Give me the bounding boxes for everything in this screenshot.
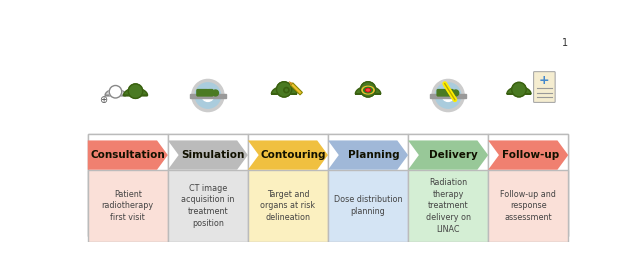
Bar bbox=[328, 170, 408, 242]
FancyBboxPatch shape bbox=[534, 72, 555, 103]
Circle shape bbox=[212, 90, 218, 96]
Bar bbox=[88, 170, 168, 242]
Bar bbox=[430, 94, 466, 98]
Bar bbox=[168, 134, 248, 236]
Bar bbox=[488, 134, 568, 236]
Circle shape bbox=[452, 90, 459, 96]
Polygon shape bbox=[291, 83, 303, 95]
Circle shape bbox=[192, 79, 224, 112]
Bar bbox=[248, 170, 328, 242]
FancyBboxPatch shape bbox=[196, 89, 214, 97]
Text: 1: 1 bbox=[562, 38, 568, 48]
Polygon shape bbox=[488, 140, 568, 170]
Text: ⊕: ⊕ bbox=[99, 95, 108, 105]
Polygon shape bbox=[248, 140, 328, 170]
Bar bbox=[248, 134, 328, 236]
Polygon shape bbox=[124, 88, 148, 95]
Circle shape bbox=[435, 83, 461, 108]
Text: +: + bbox=[539, 74, 550, 87]
Ellipse shape bbox=[364, 87, 372, 93]
Circle shape bbox=[512, 82, 526, 97]
Polygon shape bbox=[328, 140, 408, 170]
Polygon shape bbox=[105, 89, 126, 95]
FancyBboxPatch shape bbox=[436, 89, 454, 97]
Text: Patient
radiotherapy
first visit: Patient radiotherapy first visit bbox=[102, 190, 154, 222]
Polygon shape bbox=[88, 140, 168, 170]
Circle shape bbox=[202, 89, 214, 101]
Circle shape bbox=[442, 89, 454, 101]
Text: Radiation
therapy
treatment
delivery on
LINAC: Radiation therapy treatment delivery on … bbox=[426, 178, 470, 234]
Polygon shape bbox=[271, 86, 297, 94]
Bar bbox=[248, 134, 328, 236]
Circle shape bbox=[360, 82, 376, 97]
Polygon shape bbox=[507, 87, 531, 94]
Ellipse shape bbox=[367, 89, 369, 91]
Text: Follow-up and
response
assessment: Follow-up and response assessment bbox=[500, 190, 556, 222]
Bar bbox=[408, 170, 488, 242]
Text: Consultation: Consultation bbox=[90, 150, 165, 160]
Circle shape bbox=[276, 82, 292, 97]
Bar bbox=[88, 134, 168, 236]
Text: Planning: Planning bbox=[348, 150, 399, 160]
Circle shape bbox=[128, 84, 143, 98]
Bar bbox=[168, 134, 248, 236]
Bar bbox=[328, 134, 408, 236]
Ellipse shape bbox=[365, 88, 371, 92]
Polygon shape bbox=[168, 140, 248, 170]
Ellipse shape bbox=[362, 86, 374, 94]
Text: Contouring: Contouring bbox=[260, 150, 326, 160]
Text: CT image
acquisition in
treatment
position: CT image acquisition in treatment positi… bbox=[181, 184, 235, 228]
Bar bbox=[408, 134, 488, 236]
Circle shape bbox=[432, 79, 464, 112]
Text: Dose distribution
planning: Dose distribution planning bbox=[334, 196, 403, 216]
Polygon shape bbox=[408, 140, 488, 170]
Bar bbox=[88, 134, 168, 236]
Polygon shape bbox=[355, 86, 381, 94]
Bar bbox=[328, 134, 408, 236]
Text: Target and
organs at risk
delineation: Target and organs at risk delineation bbox=[260, 190, 316, 222]
Circle shape bbox=[109, 85, 122, 98]
Bar bbox=[488, 134, 568, 236]
Bar bbox=[488, 170, 568, 242]
Bar bbox=[168, 170, 248, 242]
Text: Delivery: Delivery bbox=[429, 150, 478, 160]
Bar bbox=[190, 94, 226, 98]
Polygon shape bbox=[289, 81, 293, 85]
Circle shape bbox=[195, 83, 221, 108]
Bar bbox=[408, 134, 488, 236]
Text: Simulation: Simulation bbox=[182, 150, 245, 160]
Text: Follow-up: Follow-up bbox=[502, 150, 559, 160]
